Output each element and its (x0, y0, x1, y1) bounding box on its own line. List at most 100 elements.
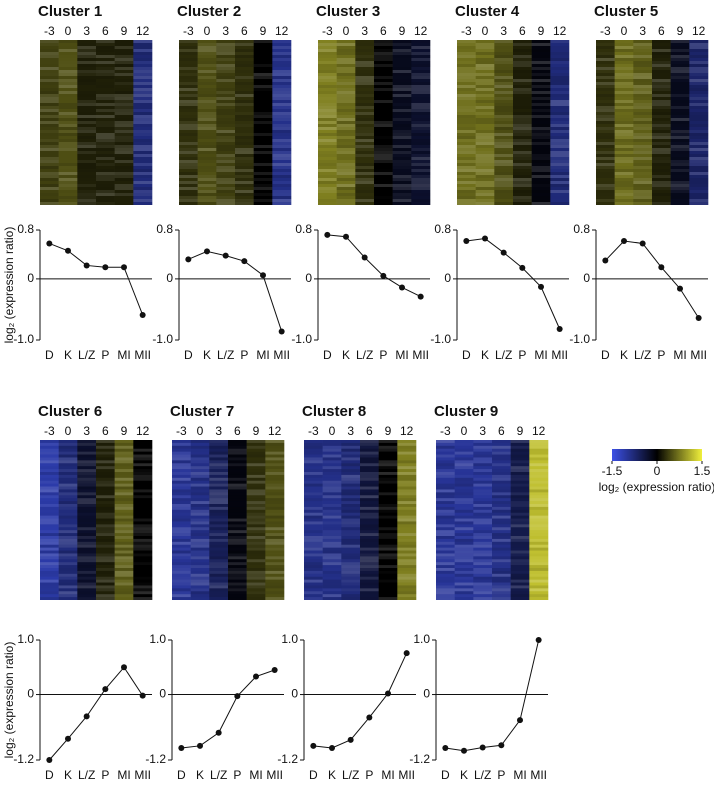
heatmap-texture (133, 524, 153, 528)
heatmap-texture (228, 472, 247, 475)
heatmap-texture (360, 565, 379, 568)
heatmap-texture (615, 40, 634, 43)
heatmap-texture (341, 472, 361, 475)
heatmap-texture (513, 43, 532, 46)
heatmap-texture (475, 73, 495, 76)
heatmap-texture (318, 85, 337, 88)
heatmap-texture (473, 568, 493, 571)
heatmap-texture (179, 46, 198, 49)
heatmap-texture (397, 597, 417, 600)
heatmap-texture (531, 40, 551, 43)
heatmap-texture (190, 536, 210, 539)
heatmap-texture (209, 457, 229, 461)
heatmap-texture (457, 199, 476, 202)
heatmap-texture (473, 480, 493, 484)
heatmap-texture (77, 570, 97, 574)
heatmap-texture (58, 445, 78, 449)
column-label: 6 (380, 24, 387, 38)
column-label: -3 (440, 424, 451, 438)
heatmap-texture (272, 154, 292, 157)
heatmap-texture (228, 460, 247, 464)
heatmap-texture (374, 76, 393, 79)
heatmap-texture (172, 565, 191, 568)
heatmap-texture (492, 506, 511, 510)
heatmap-texture (114, 184, 134, 187)
heatmap-texture (190, 530, 210, 534)
x-tick-label: K (64, 768, 72, 782)
heatmap-texture (133, 591, 153, 595)
heatmap-texture (529, 559, 549, 563)
heatmap-texture (58, 79, 78, 82)
heatmap-texture (397, 544, 417, 548)
heatmap-texture (378, 597, 398, 600)
heatmap-texture (355, 97, 375, 100)
heatmap-texture (689, 94, 708, 97)
heatmap-texture (374, 88, 393, 91)
heatmap-texture (40, 184, 59, 187)
heatmap-texture (457, 91, 476, 94)
heatmap-texture (133, 536, 153, 539)
heatmap-texture (596, 67, 615, 70)
heatmap-texture (190, 509, 210, 513)
heatmap-texture (96, 498, 115, 502)
heatmap-texture (253, 142, 273, 145)
heatmap-texture (550, 157, 570, 160)
heatmap-texture (246, 477, 266, 481)
heatmap-texture (550, 103, 570, 106)
heatmap-texture (392, 112, 412, 115)
heatmap-texture (114, 169, 134, 172)
heatmap-texture (246, 445, 266, 449)
heatmap-texture (652, 127, 671, 130)
heatmap-texture (179, 190, 198, 193)
heatmap-texture (341, 440, 360, 443)
heatmap-texture (614, 154, 634, 157)
heatmap-texture (355, 61, 375, 64)
heatmap-texture (114, 82, 134, 85)
x-tick-label: MII (266, 768, 283, 782)
cluster-title: Cluster 2 (177, 3, 241, 20)
heatmap-texture (96, 495, 115, 499)
heatmap-texture (550, 76, 570, 79)
heatmap-texture (235, 73, 254, 76)
cluster-title: Cluster 5 (594, 3, 658, 20)
heatmap-texture (378, 489, 398, 493)
heatmap-texture (272, 142, 292, 145)
heatmap-texture (40, 172, 59, 175)
heatmap-texture (360, 533, 379, 536)
heatmap-texture (209, 506, 229, 510)
heatmap-texture (513, 97, 532, 100)
heatmap-texture (179, 199, 198, 202)
heatmap-column (411, 40, 431, 205)
heatmap-texture (492, 585, 511, 589)
heatmap-texture (341, 538, 361, 542)
heatmap-texture (216, 133, 236, 136)
heatmap-texture (96, 196, 115, 199)
heatmap-texture (40, 547, 59, 551)
heatmap-texture (133, 58, 153, 61)
heatmap-texture (114, 579, 134, 583)
heatmap-texture (40, 88, 59, 91)
heatmap-texture (341, 504, 361, 507)
heatmap-texture (172, 594, 191, 598)
heatmap-texture (355, 112, 375, 115)
x-tick-label: MII (551, 348, 568, 362)
heatmap-texture (58, 112, 78, 115)
heatmap-texture (318, 157, 337, 160)
heatmap-texture (492, 457, 511, 461)
heatmap-texture (614, 112, 634, 115)
heatmap-texture (246, 559, 266, 563)
heatmap-texture (197, 133, 217, 136)
heatmap-texture (265, 579, 285, 583)
heatmap-texture (411, 94, 431, 97)
profile-line (313, 652, 408, 749)
heatmap-texture (304, 576, 323, 580)
heatmap-texture (652, 124, 671, 127)
heatmap-texture (322, 541, 342, 545)
heatmap-texture (355, 85, 375, 88)
heatmap-texture (355, 49, 375, 52)
heatmap-texture (216, 169, 236, 172)
heatmap-texture (614, 85, 634, 88)
heatmap-texture (671, 79, 690, 82)
heatmap-texture (457, 172, 476, 175)
heatmap-texture (436, 547, 455, 551)
